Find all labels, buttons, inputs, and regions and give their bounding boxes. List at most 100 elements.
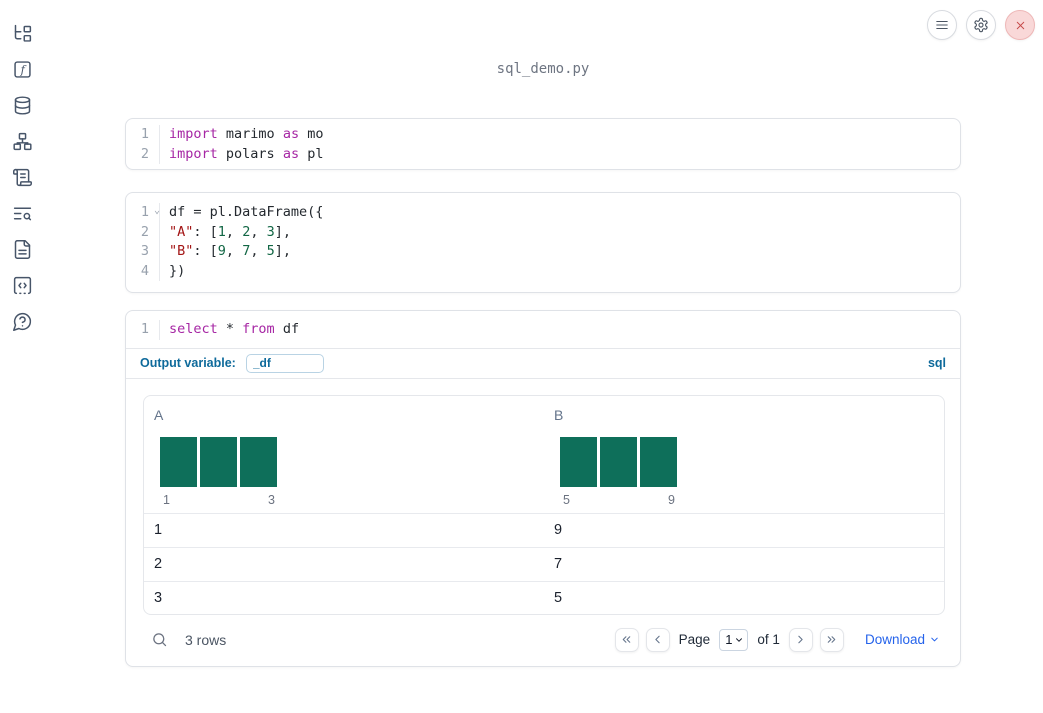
- histogram-max: 9: [668, 493, 675, 507]
- language-badge: sql: [927, 356, 946, 370]
- histogram-bar: [640, 437, 677, 487]
- chevrons-left-icon: [622, 636, 631, 643]
- scroll-text-icon: [12, 168, 32, 186]
- output-variable-label: Output variable:: [140, 356, 236, 370]
- table-cell: 2: [154, 556, 163, 572]
- sidebar-item-datasources[interactable]: [11, 94, 33, 116]
- histogram-bar: [560, 437, 597, 487]
- filename-title[interactable]: sql_demo.py: [496, 61, 590, 77]
- column-header-b: B 5 9: [544, 396, 944, 513]
- table-cell: 1: [154, 522, 163, 538]
- page-total-label: of 1: [757, 632, 780, 647]
- next-page-button[interactable]: [788, 627, 813, 652]
- chevron-down-icon: [736, 637, 743, 642]
- code-editor[interactable]: 1 select * from df: [126, 311, 960, 349]
- histogram-labels: 5 9: [560, 493, 677, 509]
- first-page-button[interactable]: [614, 627, 639, 652]
- sidebar-item-logs[interactable]: [11, 166, 33, 188]
- column-name: B: [554, 407, 564, 423]
- settings-button[interactable]: [966, 10, 996, 40]
- chevron-down-icon: [931, 637, 938, 642]
- histogram-min: 5: [563, 493, 570, 507]
- sidebar-item-file-explorer[interactable]: [11, 22, 33, 44]
- histogram-labels: 1 3: [160, 493, 277, 509]
- close-icon: [1016, 21, 1024, 29]
- previous-page-button[interactable]: [645, 627, 670, 652]
- histogram-min: 1: [163, 493, 170, 507]
- function-square-icon: f: [13, 60, 31, 78]
- line-number-gutter: 1 ⌄ 2 3 4: [126, 203, 160, 281]
- histogram-bar: [240, 437, 277, 487]
- line-number: 3: [140, 243, 149, 259]
- sidebar-item-help[interactable]: [11, 310, 33, 332]
- network-icon: [12, 132, 32, 150]
- row-count: 3 rows: [185, 631, 227, 648]
- column-header-a: A 1 3: [144, 396, 544, 513]
- histogram-bar: [600, 437, 637, 487]
- column-histogram: [560, 437, 934, 487]
- menu-button[interactable]: [927, 10, 957, 40]
- search-button[interactable]: [151, 631, 169, 649]
- sidebar-item-snippets[interactable]: [11, 238, 33, 260]
- database-icon: [14, 95, 30, 115]
- fold-chevron-icon[interactable]: ⌄: [153, 205, 160, 216]
- search-icon: [153, 633, 167, 647]
- window-controls: [927, 10, 1035, 40]
- table-header: A 1 3 B 5 9: [144, 396, 944, 514]
- download-button[interactable]: Download: [865, 632, 940, 647]
- histogram-bar: [160, 437, 197, 487]
- table-cell: 5: [554, 590, 563, 606]
- output-variable-input[interactable]: [245, 353, 324, 373]
- code-lines[interactable]: select * from df: [159, 320, 960, 340]
- column-name: A: [154, 407, 164, 423]
- code-lines[interactable]: df = pl.DataFrame({ "A": [1, 2, 3], "B":…: [159, 203, 960, 281]
- sql-cell: 1 select * from df Output variable: sql …: [125, 310, 961, 667]
- hamburger-icon: [936, 21, 948, 29]
- sidebar-item-scratchpad[interactable]: [11, 274, 33, 296]
- file-text-icon: [14, 239, 30, 259]
- line-number: 1: [140, 321, 149, 337]
- page-select[interactable]: 1: [719, 628, 749, 651]
- sidebar: f: [0, 0, 44, 713]
- help-bubble-icon: [12, 312, 31, 331]
- sidebar-item-dependency-graph[interactable]: [11, 130, 33, 152]
- line-number: 2: [140, 223, 149, 240]
- chevron-left-icon: [655, 635, 660, 644]
- sidebar-item-text-search[interactable]: [11, 202, 33, 224]
- line-number: 1: [140, 126, 149, 142]
- table-cell: 3: [154, 590, 163, 606]
- page-label: Page: [678, 632, 711, 647]
- code-editor[interactable]: 1 ⌄ 2 3 4 df = pl.DataFrame({ "A": [1, 2, 3]…: [126, 193, 960, 291]
- sidebar-item-functions[interactable]: f: [11, 58, 33, 80]
- shutdown-button[interactable]: [1005, 10, 1035, 40]
- chevron-right-icon: [798, 635, 804, 644]
- code-cell-dataframe: 1 ⌄ 2 3 4 df = pl.DataFrame({ "A": [1, 2, 3]…: [125, 192, 961, 293]
- table-footer: 3 rows Page 1: [126, 613, 960, 666]
- code-lines[interactable]: import marimo as mo import polars as pl: [159, 125, 960, 164]
- column-histogram: [160, 437, 534, 487]
- table-cell: 7: [554, 556, 563, 572]
- gear-icon: [974, 17, 988, 33]
- text-search-icon: [13, 207, 31, 220]
- chevrons-right-icon: [828, 636, 836, 643]
- line-number: 2: [140, 145, 149, 162]
- file-tree-icon: [14, 24, 31, 42]
- square-code-icon: [13, 276, 31, 294]
- pagination: Page 1 of 1: [614, 627, 940, 652]
- line-number-gutter: 1: [126, 320, 159, 340]
- last-page-button[interactable]: [819, 627, 844, 652]
- svg-text:f: f: [19, 62, 26, 76]
- histogram-bar: [200, 437, 237, 487]
- table-cell: 9: [554, 522, 563, 538]
- line-number: 4: [140, 262, 149, 279]
- sql-cell-footer: Output variable: sql: [126, 349, 960, 379]
- line-number: 1: [140, 204, 149, 220]
